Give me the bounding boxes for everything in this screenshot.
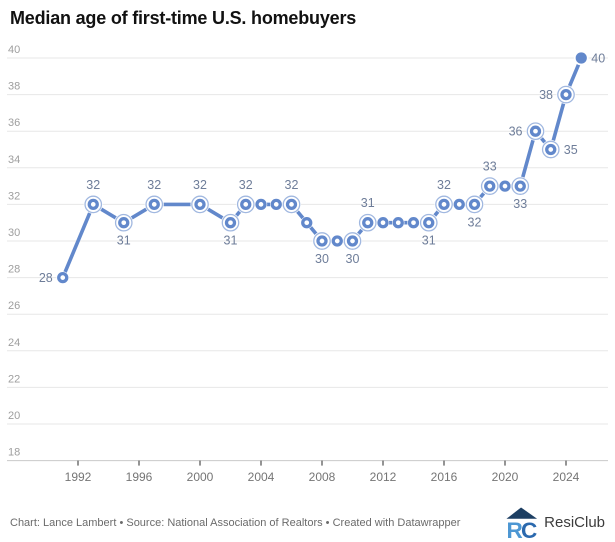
svg-text:35: 35 xyxy=(564,143,578,157)
svg-text:32: 32 xyxy=(437,178,451,192)
svg-text:33: 33 xyxy=(483,160,497,174)
resiclub-brand-name: ResiClub xyxy=(544,514,605,531)
chart-footer: Chart: Lance Lambert • Source: National … xyxy=(0,503,615,542)
svg-text:2012: 2012 xyxy=(370,470,397,484)
svg-text:26: 26 xyxy=(8,300,20,312)
svg-text:36: 36 xyxy=(509,125,523,139)
svg-text:2000: 2000 xyxy=(187,470,214,484)
svg-text:31: 31 xyxy=(361,196,375,210)
svg-text:28: 28 xyxy=(8,264,20,276)
svg-text:20: 20 xyxy=(8,410,20,422)
svg-text:32: 32 xyxy=(239,178,253,192)
svg-text:30: 30 xyxy=(8,227,20,239)
svg-text:1996: 1996 xyxy=(126,470,153,484)
svg-text:33: 33 xyxy=(513,197,527,211)
svg-text:30: 30 xyxy=(315,252,329,266)
svg-text:2020: 2020 xyxy=(492,470,519,484)
svg-text:32: 32 xyxy=(8,190,20,202)
resiclub-logo: R C ResiClub xyxy=(506,506,605,539)
svg-text:2004: 2004 xyxy=(248,470,275,484)
svg-text:32: 32 xyxy=(193,178,207,192)
resiclub-house-icon: R C xyxy=(506,506,538,539)
svg-text:32: 32 xyxy=(86,178,100,192)
svg-text:18: 18 xyxy=(8,447,20,459)
svg-text:R: R xyxy=(507,518,523,539)
svg-text:2016: 2016 xyxy=(431,470,458,484)
svg-text:31: 31 xyxy=(224,234,238,248)
svg-text:28: 28 xyxy=(39,271,53,285)
svg-text:40: 40 xyxy=(8,44,20,56)
svg-text:32: 32 xyxy=(285,178,299,192)
svg-text:24: 24 xyxy=(8,337,20,349)
svg-text:30: 30 xyxy=(346,252,360,266)
svg-text:34: 34 xyxy=(8,154,20,166)
svg-text:2024: 2024 xyxy=(553,470,580,484)
svg-text:32: 32 xyxy=(147,178,161,192)
svg-text:36: 36 xyxy=(8,117,20,129)
svg-text:1992: 1992 xyxy=(65,470,92,484)
svg-text:38: 38 xyxy=(539,88,553,102)
svg-text:40: 40 xyxy=(591,52,605,66)
svg-text:31: 31 xyxy=(422,234,436,248)
svg-text:2008: 2008 xyxy=(309,470,336,484)
chart-credit: Chart: Lance Lambert • Source: National … xyxy=(10,516,461,529)
svg-text:38: 38 xyxy=(8,81,20,93)
page-title: Median age of first-time U.S. homebuyers xyxy=(10,8,357,28)
svg-text:22: 22 xyxy=(8,373,20,385)
svg-text:31: 31 xyxy=(117,234,131,248)
svg-text:32: 32 xyxy=(468,215,482,229)
svg-text:C: C xyxy=(521,518,537,539)
